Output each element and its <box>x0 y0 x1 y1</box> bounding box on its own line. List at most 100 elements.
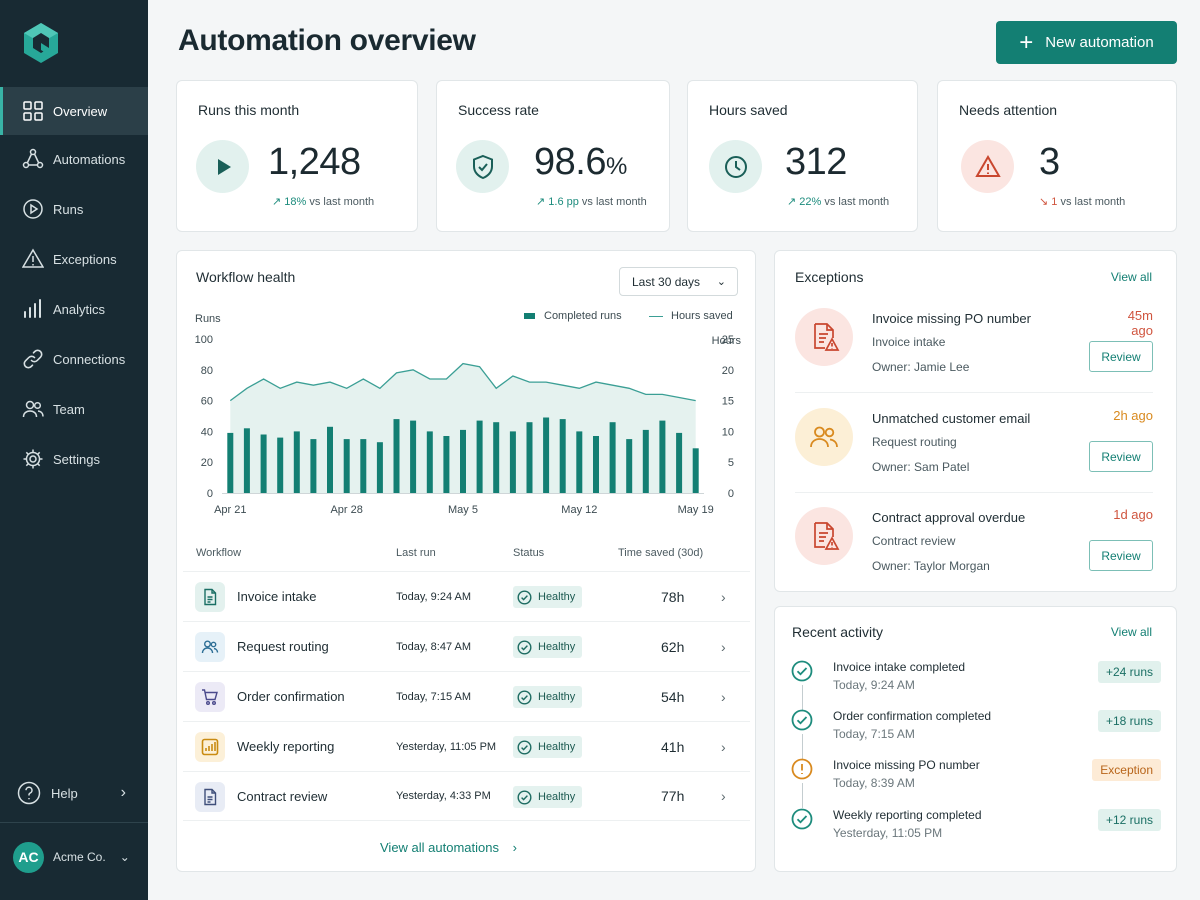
document-warning-icon <box>795 507 853 565</box>
chart-bar <box>393 419 400 493</box>
review-button[interactable]: Review <box>1089 441 1153 472</box>
sidebar-item-exceptions[interactable]: Exceptions <box>0 235 148 283</box>
bar-chart-icon <box>24 299 41 318</box>
sidebar-item-automations[interactable]: Automations <box>0 135 148 183</box>
exception-item: Unmatched customer email Request routing… <box>775 408 1177 506</box>
cart-icon <box>195 682 225 712</box>
y-tick-label: 0 <box>207 488 213 500</box>
chart-bar <box>343 439 350 493</box>
timeline-line <box>802 734 803 759</box>
activity-badge: +24 runs <box>1097 661 1161 683</box>
kpi-delta: ↗ 22% vs last month <box>787 196 890 208</box>
x-tick-label: Apr 28 <box>330 504 362 516</box>
kpi-card-runs: Runs this month 1,248 ↗ 18% vs last mont… <box>176 80 418 232</box>
column-header-time-saved: Time saved (30d) <box>618 547 704 559</box>
status-badge: Healthy <box>513 636 583 658</box>
sidebar-item-runs[interactable]: Runs <box>0 185 148 233</box>
workflow-health-card: Workflow health Last 30 days ⌄ Completed… <box>176 250 756 872</box>
app-logo[interactable] <box>22 22 60 64</box>
time-saved: 62h <box>661 638 685 655</box>
y-tick-label: 20 <box>201 457 213 469</box>
y2-tick-label: 5 <box>728 457 734 469</box>
legend-hours-saved: Hours saved <box>649 310 733 322</box>
chevron-right-icon: › <box>721 688 726 705</box>
kpi-title: Runs this month <box>198 102 300 118</box>
date-range-select[interactable]: Last 30 days ⌄ <box>619 267 738 296</box>
help-menu[interactable]: Help › <box>0 770 148 816</box>
chart-bar <box>543 417 550 493</box>
sidebar-item-connections[interactable]: Connections <box>0 335 148 383</box>
review-button[interactable]: Review <box>1089 341 1153 372</box>
exception-source: Request routing <box>872 435 957 449</box>
y-axis-label: Runs <box>195 313 221 325</box>
check-circle-icon <box>791 808 813 830</box>
last-run: Yesterday, 11:05 PM <box>396 740 497 753</box>
chart-bar <box>626 439 633 493</box>
x-tick-label: May 19 <box>678 504 714 516</box>
sidebar-item-overview[interactable]: Overview <box>0 87 148 135</box>
workflow-health-title: Workflow health <box>196 269 296 285</box>
check-circle-icon <box>791 709 813 731</box>
chart-bar <box>493 422 500 493</box>
chevron-right-icon: › <box>721 638 726 655</box>
sidebar-item-label: Runs <box>53 201 84 217</box>
chevron-right-icon: › <box>120 784 126 801</box>
activity-badge: Exception <box>1092 759 1161 781</box>
status-badge: Healthy <box>513 736 583 758</box>
x-tick-label: May 12 <box>561 504 597 516</box>
gear-icon <box>23 449 43 469</box>
column-header-workflow: Workflow <box>196 547 242 559</box>
activity-title: Order confirmation completed <box>833 709 992 723</box>
column-header-status: Status <box>513 547 545 559</box>
exception-owner: Owner: Jamie Lee <box>872 360 970 374</box>
chevron-right-icon: › <box>721 738 726 755</box>
sidebar-item-label: Overview <box>53 103 108 119</box>
chevron-right-icon: › <box>721 588 726 605</box>
shield-check-icon <box>456 140 509 193</box>
chart-bar <box>460 429 466 493</box>
account-switcher[interactable]: AC Acme Co. ⌄ <box>13 841 143 873</box>
new-automation-button[interactable]: + New automation <box>996 21 1177 64</box>
kpi-title: Needs attention <box>959 102 1058 118</box>
sidebar-item-settings[interactable]: Settings <box>0 435 148 483</box>
kpi-delta: ↗ 1.6 pp vs last month <box>536 196 647 208</box>
activity-item: Invoice missing PO number Today, 8:39 AM… <box>791 758 1161 798</box>
activity-time: Today, 9:24 AM <box>833 678 915 692</box>
new-automation-label: New automation <box>1045 34 1154 51</box>
sidebar-item-label: Connections <box>53 351 126 367</box>
kpi-value: 3 <box>1039 141 1060 183</box>
help-icon <box>17 781 41 805</box>
exceptions-view-all-link[interactable]: View all <box>1110 270 1152 284</box>
table-row[interactable]: Order confirmation Today, 7:15 AM Health… <box>183 671 750 721</box>
review-button[interactable]: Review <box>1089 540 1153 571</box>
chevron-right-icon: › <box>721 788 726 804</box>
activity-badge: +18 runs <box>1097 710 1161 732</box>
y2-tick-label: 15 <box>722 396 734 408</box>
activity-title: Invoice missing PO number <box>833 758 980 772</box>
table-row[interactable]: Contract review Yesterday, 4:33 PM Healt… <box>183 771 750 821</box>
sidebar-item-team[interactable]: Team <box>0 385 148 433</box>
table-row[interactable]: Request routing Today, 8:47 AM Healthy 6… <box>183 621 750 671</box>
table-row[interactable]: Weekly reporting Yesterday, 11:05 PM Hea… <box>183 721 750 771</box>
chart-bar <box>642 429 649 493</box>
chart-bar <box>243 428 250 493</box>
divider <box>795 492 1153 493</box>
exception-source: Contract review <box>872 534 956 548</box>
chart-bar <box>576 431 583 493</box>
kpi-card-success-rate: Success rate 98.6% ↗ 1.6 pp vs last mont… <box>436 80 670 232</box>
activity-view-all-link[interactable]: View all <box>1110 625 1152 639</box>
workflow-health-chart: Runs Hours 0 20 40 60 80 100 0 5 10 15 20 25 Apr 21 Apr… <box>195 313 742 516</box>
workflow-name: Contract review <box>237 788 328 804</box>
chart-bar <box>293 431 300 493</box>
chart-bar <box>676 432 683 493</box>
view-all-automations-link[interactable]: View all automations › <box>380 840 517 855</box>
check-circle-icon <box>517 739 532 755</box>
play-icon <box>196 140 249 193</box>
chart-bar <box>559 419 566 493</box>
sidebar-item-analytics[interactable]: Analytics <box>0 285 148 333</box>
table-row[interactable]: Invoice intake Today, 9:24 AM Healthy 78… <box>183 571 750 621</box>
kpi-card-needs-attention: Needs attention 3 ↘ 1 vs last month <box>937 80 1177 232</box>
sidebar-divider <box>0 822 148 823</box>
activity-time: Yesterday, 11:05 PM <box>833 826 943 840</box>
clock-icon <box>709 140 762 193</box>
